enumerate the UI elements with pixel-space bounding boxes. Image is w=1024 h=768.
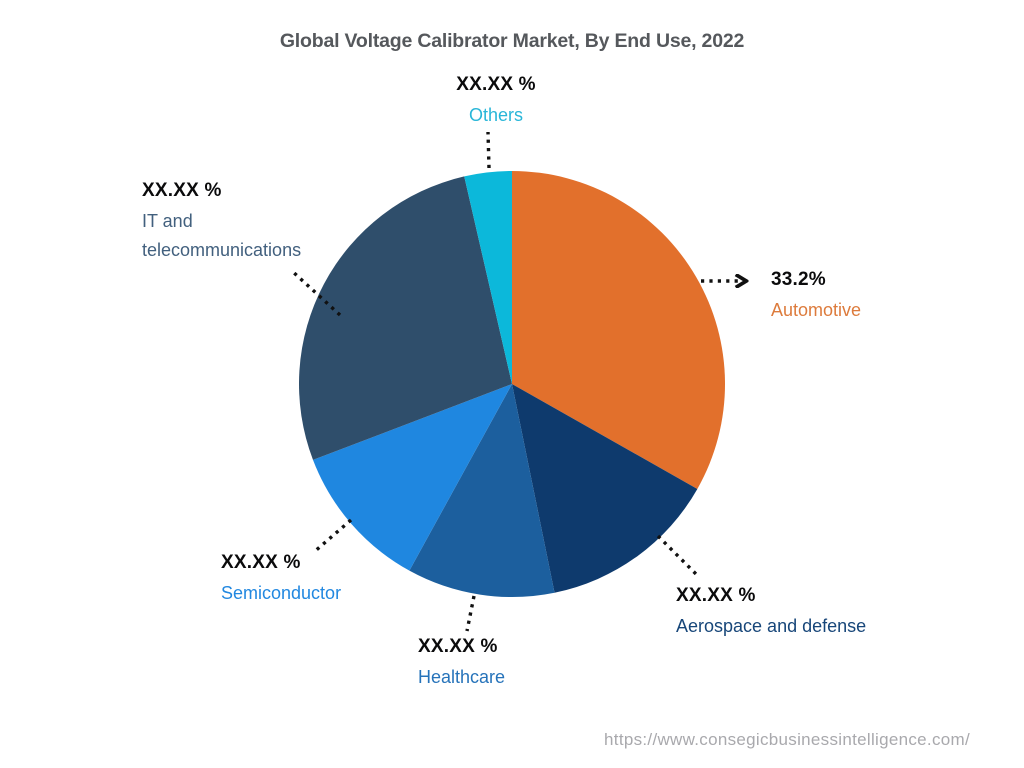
pie-slices	[299, 171, 726, 597]
callout-automotive: 33.2% Automotive	[771, 268, 951, 325]
leader-line-healthcare	[465, 595, 476, 632]
callout-healthcare: XX.XX % Healthcare	[418, 635, 578, 692]
callout-others: XX.XX % Others	[432, 73, 560, 130]
pie-slice-automotive[interactable]	[512, 171, 726, 489]
callout-aerospace-and-defense: XX.XX % Aerospace and defense	[676, 584, 916, 641]
callout-healthcare-label: Healthcare	[418, 667, 506, 687]
callout-automotive-label: Automotive	[771, 300, 862, 320]
callout-it-value: XX.XX %	[142, 180, 222, 201]
leader-line-aerospace-and-defense	[656, 534, 701, 579]
callout-it-label: IT and telecommunications	[142, 211, 302, 260]
callout-semiconductor-value: XX.XX %	[221, 552, 301, 573]
chart-title: Global Voltage Calibrator Market, By End…	[279, 30, 745, 52]
pie-slice-healthcare[interactable]	[409, 384, 555, 597]
leader-lines	[290, 131, 745, 632]
callout-semiconductor: XX.XX % Semiconductor	[221, 551, 391, 608]
leader-line-it-and-telecommunications	[290, 269, 342, 317]
leader-line-semiconductor	[312, 518, 353, 554]
callout-it-and-telecommunications: XX.XX % IT and telecommunications	[142, 179, 340, 265]
leader-line-others	[486, 131, 491, 169]
pie-slice-it-and-telecommunications[interactable]	[299, 176, 512, 460]
callout-healthcare-value: XX.XX %	[418, 636, 498, 657]
pie-slice-semiconductor[interactable]	[312, 384, 512, 571]
callout-semiconductor-label: Semiconductor	[221, 583, 342, 603]
source-url: https://www.consegicbusinessintelligence…	[604, 730, 970, 749]
callout-aerospace-value: XX.XX %	[676, 585, 756, 606]
callout-others-value: XX.XX %	[456, 74, 536, 95]
pie-slice-aerospace-and-defense[interactable]	[512, 384, 698, 593]
callout-others-label: Others	[468, 105, 524, 125]
callout-aerospace-label: Aerospace and defense	[676, 616, 867, 636]
callout-automotive-value: 33.2%	[771, 269, 826, 290]
pie-slice-others[interactable]	[464, 171, 512, 384]
